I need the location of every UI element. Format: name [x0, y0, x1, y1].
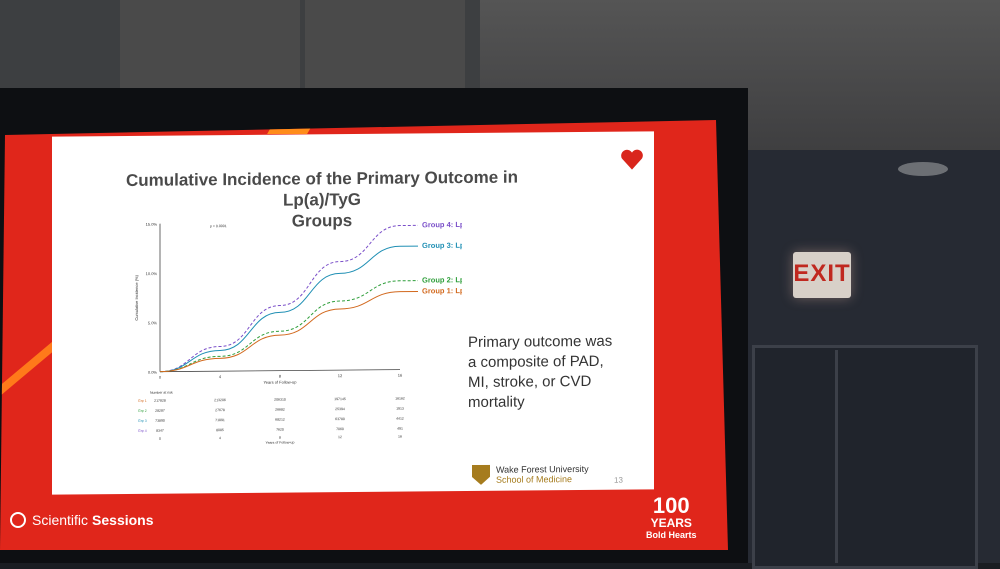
- risk-cell: 68212: [275, 418, 285, 422]
- risk-cell: 197145: [334, 397, 346, 401]
- risk-row-label: Grp 2: [138, 409, 147, 413]
- exit-sign: EXIT: [793, 252, 851, 298]
- y-axis-title: Cumulative Incidence (%): [134, 274, 139, 320]
- series-line: [159, 224, 418, 373]
- risk-cell: 4412: [396, 417, 404, 421]
- page-number: 13: [614, 475, 623, 485]
- scientific-sessions-brand: Scientific Sessions: [10, 512, 154, 528]
- risk-cell: 7620: [276, 428, 284, 432]
- risk-cell: 8085: [216, 428, 224, 432]
- y-tick-label: 0.0%: [148, 370, 158, 375]
- brand-bold: Sessions: [92, 512, 154, 528]
- series-line: [159, 245, 418, 373]
- outcome-line: Primary outcome was: [468, 332, 613, 351]
- risk-cell: 71891: [215, 418, 225, 422]
- risk-cell: 63780: [335, 417, 345, 421]
- risk-x-tick: 8: [279, 436, 281, 440]
- slide-title-line: Cumulative Incidence of the Primary Outc…: [125, 167, 519, 210]
- risk-cell: 217828: [154, 399, 166, 403]
- risk-cell: 8347: [156, 429, 164, 433]
- risk-x-tick: 0: [159, 437, 161, 441]
- risk-row-label: Grp 4: [138, 429, 147, 433]
- risk-cell: 206310: [274, 398, 286, 402]
- x-axis: [160, 369, 400, 373]
- risk-cell: 491: [397, 427, 403, 431]
- risk-x-tick: 12: [338, 435, 342, 439]
- school-name: School of Medicine: [496, 474, 573, 485]
- risk-row-label: Grp 1: [138, 399, 147, 403]
- x-axis-title: Years of Follow-up: [264, 379, 298, 384]
- series-line: [159, 280, 418, 373]
- risk-cell: 26682: [275, 408, 285, 412]
- risk-table-title: Number at risk: [150, 391, 173, 395]
- risk-cell: 73890: [155, 419, 165, 423]
- anniversary-badge: 100 YEARS Bold Hearts: [646, 495, 697, 541]
- shield-icon: [472, 465, 490, 485]
- risk-cell: 1913: [396, 407, 404, 411]
- heart-logo-icon: [621, 149, 643, 170]
- risk-x-title: Years of Follow-up: [266, 441, 295, 445]
- outcome-line: a composite of PAD,: [468, 352, 604, 371]
- brand-light: Scientific: [32, 512, 89, 528]
- badge-number: 100: [652, 493, 690, 518]
- x-tick-label: 12: [338, 373, 343, 378]
- risk-cell: 25394: [335, 407, 345, 411]
- x-tick-label: 0: [159, 375, 162, 380]
- chart: 0.0% 5.0% 10.0% 15.0% 0 4 8 12 16 Years of Follow…: [134, 219, 462, 445]
- x-tick-label: 4: [219, 374, 222, 379]
- y-tick-label: 15.0%: [146, 222, 158, 227]
- series-label: Group 4: Lp(a) ≥125 with High TyG: [422, 219, 462, 229]
- y-tick-label: 5.0%: [148, 320, 158, 325]
- series-label: Group 3: Lp(a) <125 with High TyG: [422, 240, 462, 250]
- series-label: Group 2: Lp(a) ≥125 with Low TyG: [422, 275, 462, 285]
- badge-tagline: Bold Hearts: [646, 530, 697, 540]
- series-label: Group 1: Lp(a) <125 with Low TyG: [422, 285, 462, 295]
- x-tick-label: 16: [398, 373, 403, 378]
- exit-sign-text: EXIT: [793, 260, 851, 287]
- university-name: Wake Forest University: [496, 463, 589, 475]
- risk-x-tick: 4: [219, 436, 221, 440]
- risk-cell: 16162: [395, 397, 405, 401]
- risk-x-tick: 16: [398, 435, 402, 439]
- outcome-line: MI, stroke, or CVD: [468, 372, 592, 391]
- globe-icon: [10, 512, 26, 528]
- outcome-line: mortality: [468, 393, 525, 411]
- risk-cell: 28287: [155, 409, 165, 413]
- door: [752, 345, 978, 569]
- risk-cell: 27678: [215, 408, 225, 412]
- risk-cell: 213206: [214, 398, 226, 402]
- ceiling-light: [898, 162, 948, 176]
- university-logo: Wake Forest University School of Medicin…: [472, 464, 589, 485]
- badge-word: YEARS: [650, 516, 692, 530]
- risk-row-label: Grp 3: [138, 419, 147, 423]
- door-divider: [835, 350, 838, 563]
- series-line: [159, 290, 418, 373]
- p-value: p < 0.0001: [210, 224, 227, 228]
- slide: Cumulative Incidence of the Primary Outc…: [52, 131, 654, 495]
- outcome-description: Primary outcome was a composite of PAD, …: [468, 332, 638, 413]
- x-tick-label: 8: [279, 374, 282, 379]
- risk-cell: 7060: [336, 427, 344, 431]
- y-tick-label: 10.0%: [146, 271, 158, 276]
